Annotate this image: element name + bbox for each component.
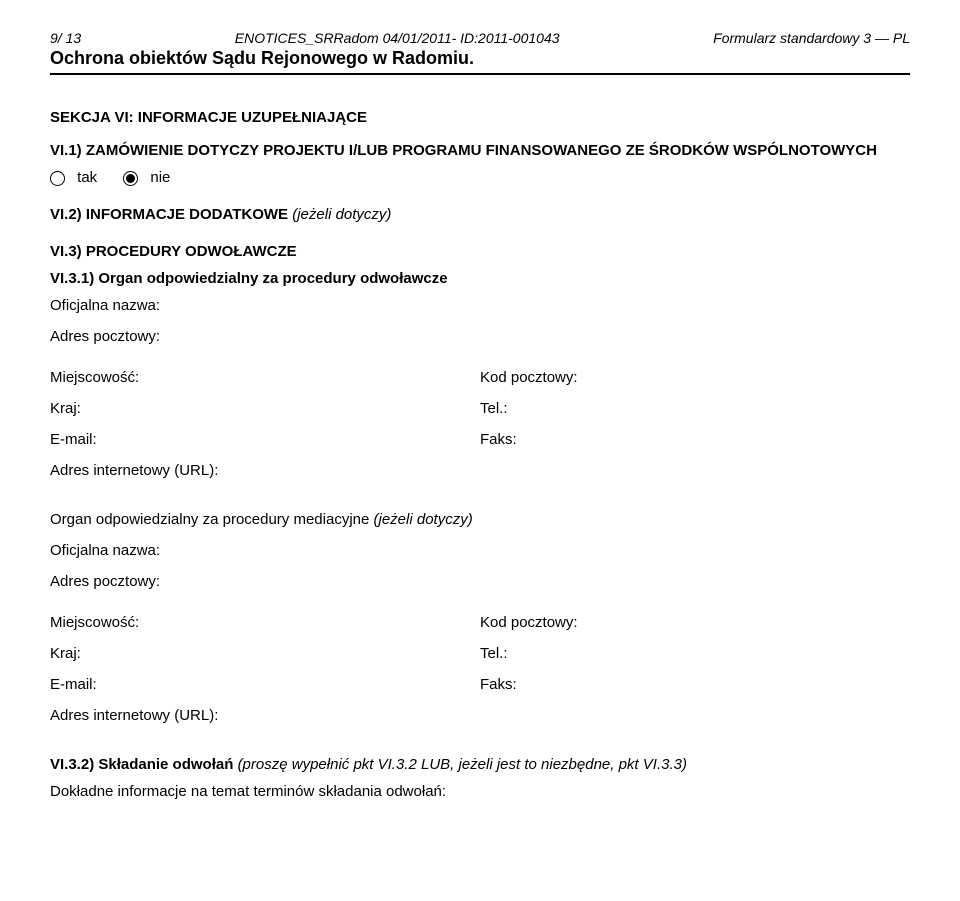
mediation-city: Miejscowość: — [50, 614, 480, 631]
radio-filled-icon — [123, 171, 138, 186]
vi2-label: VI.2) INFORMACJE DODATKOWE (jeżeli dotyc… — [50, 206, 910, 223]
mediation-prefix: Organ odpowiedzialny za procedury mediac… — [50, 511, 369, 528]
vi1-no-label: nie — [150, 169, 170, 186]
vi3-label: VI.3) PROCEDURY ODWOŁAWCZE — [50, 243, 910, 260]
mediation-email: E-mail: — [50, 676, 480, 693]
vi1-no-option[interactable]: nie — [123, 169, 170, 186]
vi31-url: Adres internetowy (URL): — [50, 462, 480, 479]
section-vi-heading: SEKCJA VI: INFORMACJE UZUPEŁNIAJĄCE — [50, 109, 910, 126]
mediation-fax: Faks: — [480, 676, 910, 693]
vi1-yes-label: tak — [77, 169, 97, 186]
vi32-suffix: (proszę wypełnić pkt VI.3.2 LUB, jeżeli … — [238, 756, 687, 773]
vi32-label: VI.3.2) Składanie odwołań (proszę wypełn… — [50, 756, 910, 773]
page-container: 9/ 13 ENOTICES_SRRadom 04/01/2011- ID:20… — [0, 0, 960, 901]
header-center: ENOTICES_SRRadom 04/01/2011- ID:2011-001… — [235, 30, 560, 46]
radio-unfilled-icon — [50, 171, 65, 186]
header-line: 9/ 13 ENOTICES_SRRadom 04/01/2011- ID:20… — [50, 30, 910, 46]
vi1-choice-row: tak nie — [50, 169, 910, 186]
vi31-email: E-mail: — [50, 431, 480, 448]
vi31-city: Miejscowość: — [50, 369, 480, 386]
vi1-label: VI.1) ZAMÓWIENIE DOTYCZY PROJEKTU I/LUB … — [50, 142, 910, 159]
vi31-country: Kraj: — [50, 400, 480, 417]
mediation-postal: Kod pocztowy: — [480, 614, 910, 631]
vi31-fax: Faks: — [480, 431, 910, 448]
vi31-block: Oficjalna nazwa: Adres pocztowy: Miejsco… — [50, 297, 910, 493]
vi31-two-col: Miejscowość: Kraj: E-mail: Adres interne… — [50, 369, 910, 493]
page-number: 9/ 13 — [50, 30, 81, 46]
mediation-country: Kraj: — [50, 645, 480, 662]
mediation-suffix: (jeżeli dotyczy) — [374, 511, 473, 528]
page-title: Ochrona obiektów Sądu Rejonowego w Radom… — [50, 48, 910, 75]
mediation-block: Oficjalna nazwa: Adres pocztowy: Miejsco… — [50, 542, 910, 738]
vi2-suffix: (jeżeli dotyczy) — [292, 206, 391, 223]
vi2-prefix: VI.2) INFORMACJE DODATKOWE — [50, 206, 288, 223]
vi1-yes-option[interactable]: tak — [50, 169, 97, 186]
mediation-tel: Tel.: — [480, 645, 910, 662]
header-right: Formularz standardowy 3 — PL — [713, 30, 910, 46]
mediation-label: Organ odpowiedzialny za procedury mediac… — [50, 511, 910, 528]
vi31-tel: Tel.: — [480, 400, 910, 417]
mediation-official-name: Oficjalna nazwa: — [50, 542, 910, 559]
mediation-two-col: Miejscowość: Kraj: E-mail: Adres interne… — [50, 614, 910, 738]
mediation-url: Adres internetowy (URL): — [50, 707, 480, 724]
vi32-prefix: VI.3.2) Składanie odwołań — [50, 756, 233, 773]
vi32-details: Dokładne informacje na temat terminów sk… — [50, 783, 910, 800]
vi31-official-name: Oficjalna nazwa: — [50, 297, 910, 314]
vi31-label: VI.3.1) Organ odpowiedzialny za procedur… — [50, 270, 910, 287]
mediation-address: Adres pocztowy: — [50, 573, 910, 590]
vi31-address: Adres pocztowy: — [50, 328, 910, 345]
vi31-postal: Kod pocztowy: — [480, 369, 910, 386]
